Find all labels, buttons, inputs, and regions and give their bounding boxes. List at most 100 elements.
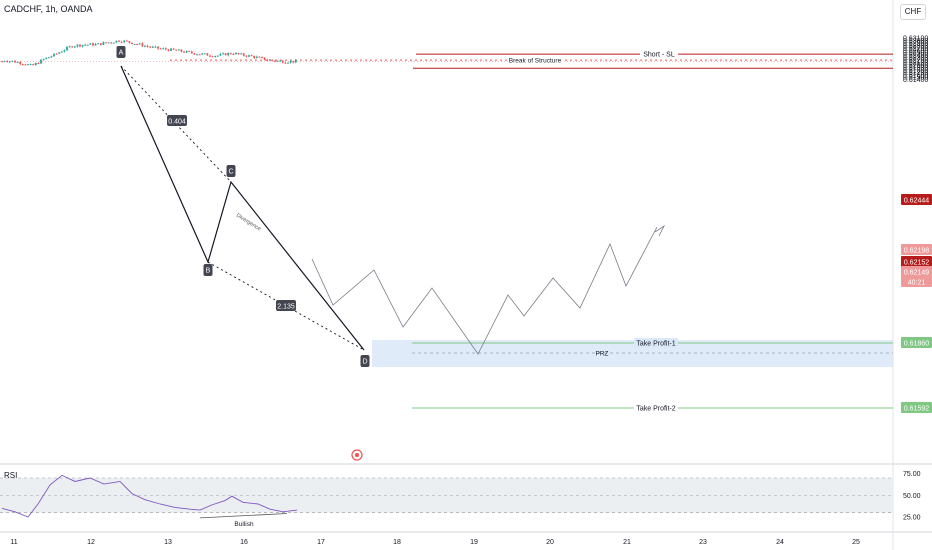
candle-body (216, 55, 219, 57)
candle-body (162, 48, 165, 50)
price-axis: 0.631000.630000.629000.628000.627000.626… (901, 36, 932, 522)
price-badge (901, 402, 932, 413)
candle-body (107, 42, 110, 44)
candle-body (219, 53, 222, 56)
price-badge-text: 40:21 (908, 280, 926, 287)
candle-body (21, 64, 24, 66)
candle-body (97, 43, 100, 45)
time-tick: 18 (393, 539, 401, 546)
candle-body (188, 50, 191, 52)
candle-body (118, 40, 120, 42)
candle-body (68, 46, 71, 48)
pattern-point-box (203, 264, 213, 276)
rsi-label: RSI (4, 471, 18, 480)
candle-body (154, 46, 157, 48)
candle-body (6, 61, 9, 63)
candle-body (58, 52, 61, 54)
tp2-label: Take Profit-2 (636, 406, 675, 413)
price-badge (901, 266, 932, 277)
rsi-tick: 50.00 (903, 493, 921, 500)
candle-body (255, 56, 258, 58)
price-tick: 0.62700 (903, 45, 928, 52)
time-tick: 11 (10, 539, 17, 546)
candle-body (266, 59, 269, 61)
candle-body (206, 53, 209, 56)
candle-body (55, 53, 58, 55)
candle-body (45, 57, 48, 60)
ratio-box (276, 300, 296, 311)
candle-body (105, 42, 107, 44)
price-badge (901, 194, 932, 205)
bos-label: Break of Structure (509, 58, 562, 65)
candle-body (112, 42, 115, 44)
price-tick: 0.62200 (903, 58, 928, 65)
candle-body (146, 45, 149, 47)
candle-body (203, 53, 206, 55)
pattern-point-label: B (206, 268, 211, 275)
price-tick: 0.61800 (903, 67, 928, 74)
candle-body (86, 44, 89, 46)
price-badge (901, 276, 932, 287)
candle-body (196, 54, 198, 56)
tp1-label-bg (634, 338, 678, 348)
candle-body (47, 57, 50, 59)
candle-body (37, 62, 40, 64)
candle-body (193, 53, 196, 55)
candle-body (172, 48, 175, 50)
candle-body (94, 43, 97, 46)
candle-body (3, 61, 6, 63)
price-badge (901, 244, 932, 255)
prz-rect (372, 340, 893, 367)
candle-body (89, 43, 92, 45)
candle-body (102, 42, 105, 45)
ratio-label: 0.404 (168, 119, 186, 126)
candle-body (11, 60, 14, 62)
candle-body (115, 40, 118, 43)
candle-body (159, 48, 162, 50)
candle-body (42, 59, 45, 61)
candle-body (227, 53, 230, 56)
candle-body (14, 60, 16, 63)
candle-body (29, 64, 32, 66)
time-tick: 13 (164, 539, 172, 546)
price-badge-text: 0.62444 (904, 198, 929, 205)
candle-body (284, 62, 287, 64)
candle-body (66, 46, 68, 51)
time-tick: 19 (470, 539, 478, 546)
price-badge-text: 0.61860 (904, 341, 929, 348)
ratio-box (167, 115, 187, 126)
sl-label: Short - SL (643, 52, 675, 59)
candle-body (222, 53, 224, 55)
event-marker-dot (355, 453, 359, 457)
price-tick: 0.62100 (903, 60, 928, 67)
candle-body (177, 49, 180, 51)
price-tick: 0.62600 (903, 48, 928, 55)
candle-body (73, 46, 76, 48)
candle-body (248, 55, 250, 57)
pattern-point-box (226, 165, 236, 177)
projection-arrowhead (654, 224, 666, 237)
candle-body (183, 51, 185, 53)
candle-body (27, 64, 29, 66)
candles[interactable] (1, 39, 297, 66)
price-badge-text: 0.62149 (904, 270, 929, 277)
currency-button[interactable]: CHF (900, 4, 926, 20)
candle-body (149, 46, 152, 48)
price-badge-text: 0.62152 (904, 260, 929, 267)
price-tick: 0.63000 (903, 38, 928, 45)
candle-body (133, 43, 136, 45)
candle-body (268, 59, 271, 61)
candle-body (281, 60, 284, 63)
candle-body (294, 59, 297, 63)
candle-body (209, 55, 211, 57)
candle-body (138, 43, 141, 45)
tp1-label: Take Profit-1 (636, 341, 675, 348)
pattern-point-box (116, 46, 126, 58)
prz-label: PRZ (596, 351, 609, 358)
ratio-ac-line (120, 65, 232, 183)
price-tick: 0.61500 (903, 75, 928, 82)
candle-body (263, 57, 266, 60)
price-tick: 0.61700 (903, 70, 928, 77)
